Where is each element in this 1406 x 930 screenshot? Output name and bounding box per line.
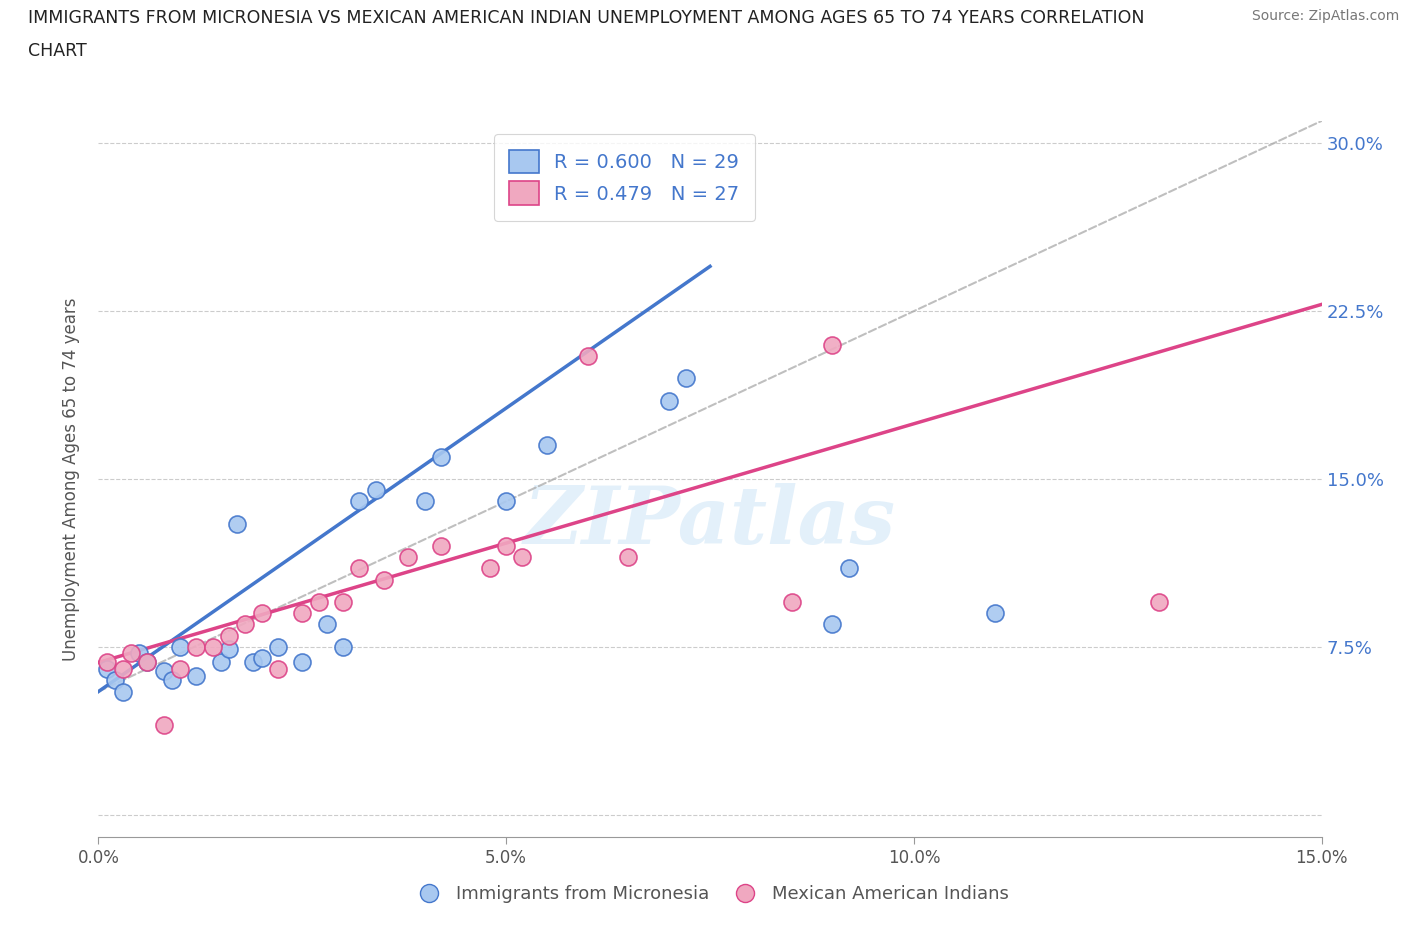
Point (169, 639, 191, 654)
Point (349, 494, 371, 509)
Point (349, 561, 371, 576)
Legend: Immigrants from Micronesia, Mexican American Indians: Immigrants from Micronesia, Mexican Amer… (404, 878, 1017, 910)
Point (120, 646, 142, 661)
Point (838, 561, 860, 576)
Point (821, 338, 844, 352)
Point (675, 371, 697, 386)
Text: ZIPatlas: ZIPatlas (524, 484, 896, 561)
Point (152, 718, 174, 733)
Point (242, 655, 264, 670)
Text: CHART: CHART (28, 42, 87, 60)
Point (495, 494, 517, 509)
Point (267, 662, 290, 677)
Point (111, 662, 134, 677)
Text: IMMIGRANTS FROM MICRONESIA VS MEXICAN AMERICAN INDIAN UNEMPLOYMENT AMONG AGES 65: IMMIGRANTS FROM MICRONESIA VS MEXICAN AM… (28, 9, 1144, 27)
Point (250, 651, 273, 666)
Point (226, 516, 249, 531)
Point (111, 684, 134, 699)
Point (364, 483, 387, 498)
Point (315, 617, 337, 631)
Point (478, 561, 501, 576)
Point (152, 664, 174, 679)
Point (413, 494, 436, 509)
Point (1147, 594, 1170, 609)
Point (136, 655, 159, 670)
Point (291, 605, 314, 620)
Point (104, 673, 127, 688)
Point (186, 639, 208, 654)
Point (291, 655, 314, 670)
Point (617, 550, 640, 565)
Point (209, 655, 232, 670)
Point (396, 550, 419, 565)
Point (136, 655, 159, 670)
Point (308, 594, 330, 609)
Point (267, 639, 290, 654)
Point (96, 655, 118, 670)
Point (96, 662, 118, 677)
Point (576, 349, 599, 364)
Point (218, 628, 240, 643)
Point (332, 594, 354, 609)
Point (373, 572, 395, 587)
Y-axis label: Unemployment Among Ages 65 to 74 years: Unemployment Among Ages 65 to 74 years (62, 298, 80, 660)
Point (512, 550, 534, 565)
Point (658, 393, 681, 408)
Point (430, 538, 453, 553)
Point (186, 669, 208, 684)
Point (250, 605, 273, 620)
Text: Source: ZipAtlas.com: Source: ZipAtlas.com (1251, 9, 1399, 23)
Point (984, 605, 1007, 620)
Point (780, 594, 803, 609)
Point (495, 538, 517, 553)
Point (536, 438, 558, 453)
Point (332, 639, 354, 654)
Point (128, 646, 150, 661)
Point (821, 617, 844, 631)
Point (430, 449, 453, 464)
Point (233, 617, 256, 631)
Point (160, 673, 183, 688)
Point (169, 662, 191, 677)
Point (218, 642, 240, 657)
Point (201, 639, 224, 654)
